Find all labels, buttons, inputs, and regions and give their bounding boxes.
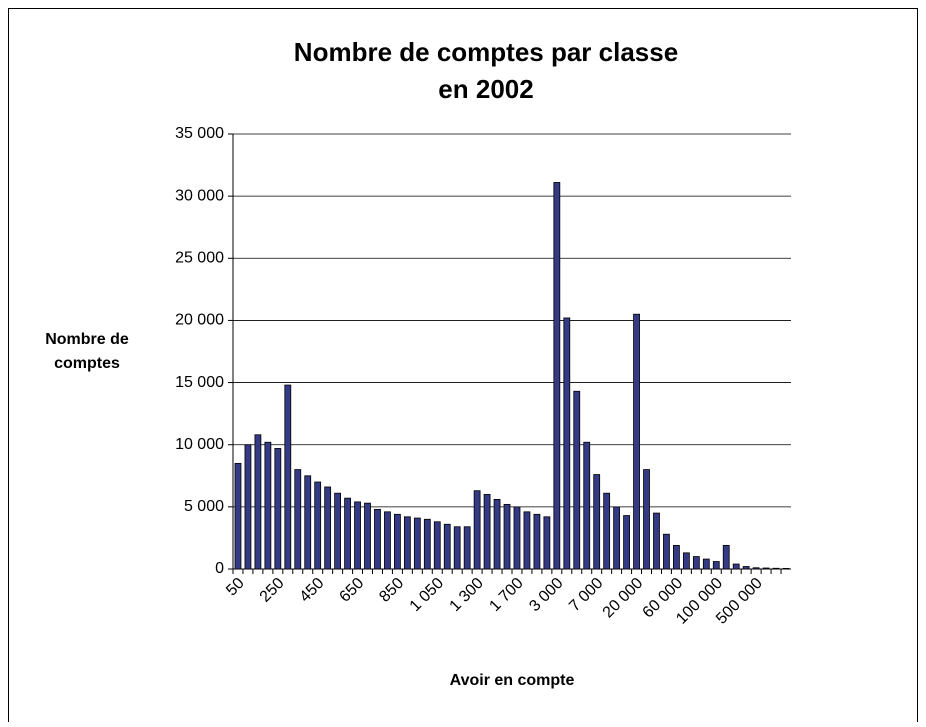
bar: [314, 481, 322, 570]
bar: [394, 513, 401, 570]
bar: [374, 508, 381, 570]
y-tick-label: 35 000: [175, 125, 224, 142]
bar: [702, 558, 710, 570]
bar: [264, 441, 272, 570]
bar: [244, 444, 252, 570]
bar: [563, 317, 571, 570]
bar: [523, 511, 531, 570]
chart-title: Nombre de comptes par classe: [294, 37, 678, 67]
y-tick-label: 0: [215, 560, 224, 577]
bar: [443, 523, 451, 570]
y-tick-label: 20 000: [175, 312, 224, 329]
bar: [742, 566, 750, 570]
bar: [712, 561, 720, 570]
bar: [533, 513, 541, 570]
bar: [513, 506, 521, 570]
bar: [324, 486, 332, 570]
y-axis-label: comptes: [54, 355, 120, 372]
bar: [613, 506, 621, 570]
bar: [553, 182, 561, 570]
bar: [593, 474, 601, 570]
bar: [732, 563, 740, 570]
bar: [782, 567, 790, 570]
bar: [274, 448, 282, 570]
bar: [254, 434, 262, 570]
bar: [384, 511, 391, 570]
bar: [643, 469, 650, 570]
bar: [364, 502, 371, 570]
bar: [653, 512, 660, 570]
bar: [453, 526, 461, 570]
y-tick-label: 15 000: [175, 374, 224, 391]
bar: [344, 497, 351, 570]
bar: [673, 544, 680, 570]
bar: [463, 526, 471, 570]
bar: [284, 384, 292, 570]
bar: [403, 516, 411, 570]
bar: [503, 503, 511, 570]
bar: [493, 498, 501, 570]
y-tick-label: 5 000: [184, 498, 224, 515]
bar: [623, 515, 630, 570]
y-tick-label: 10 000: [175, 436, 224, 453]
bar: [692, 556, 700, 570]
bar: [483, 494, 491, 570]
bar: [304, 475, 312, 570]
bar: [413, 517, 421, 570]
bar: [473, 490, 481, 570]
bar: [573, 390, 581, 570]
bar: [583, 441, 591, 570]
bar: [234, 462, 242, 570]
bar: [722, 544, 730, 570]
bar: [772, 567, 780, 570]
y-tick-label: 25 000: [175, 250, 224, 267]
chart-frame: [8, 8, 918, 727]
y-tick-label: 30 000: [175, 187, 224, 204]
chart-title: en 2002: [438, 74, 533, 104]
x-axis-label: Avoir en compte: [450, 672, 575, 689]
bar: [354, 501, 361, 570]
bar: [294, 469, 302, 570]
bar: [433, 521, 441, 570]
bar: [682, 552, 690, 570]
bar: [603, 492, 611, 570]
bar: [663, 533, 670, 570]
bar: [543, 516, 551, 570]
bar: [633, 313, 640, 570]
bar: [423, 518, 431, 570]
y-axis-label: Nombre de: [45, 331, 129, 348]
bar: [334, 492, 342, 570]
bar: [762, 567, 770, 570]
bar: [752, 567, 760, 570]
